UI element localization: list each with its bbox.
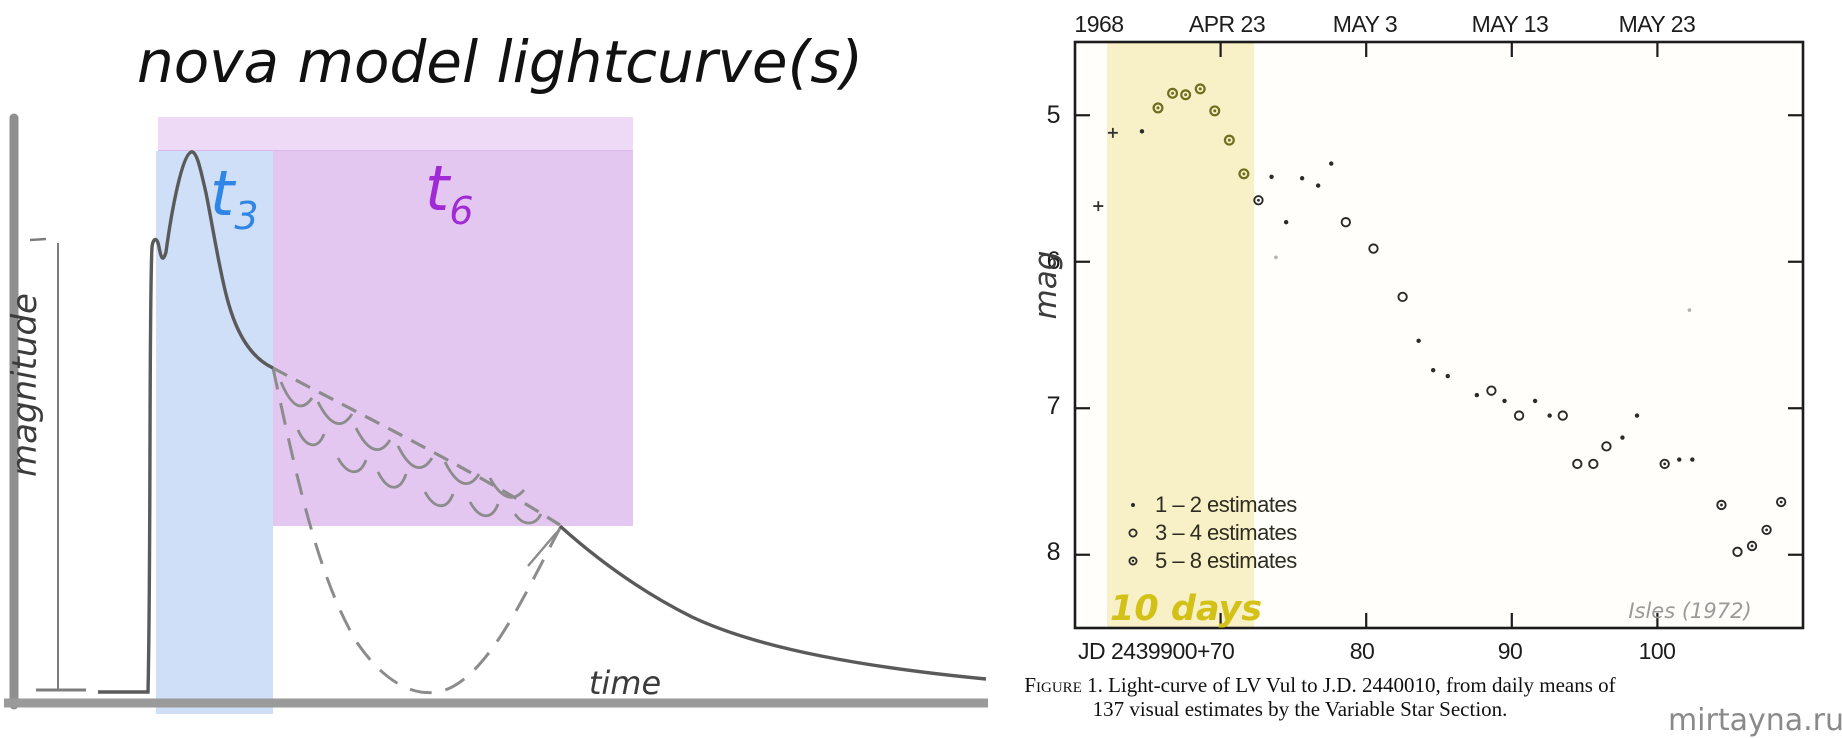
dashed-smooth-decline xyxy=(272,366,561,527)
lightcurve-solid xyxy=(98,150,274,694)
dashed-rejoin-detail xyxy=(527,531,558,567)
watermark: mirtayna.ru xyxy=(1668,703,1842,738)
attribution: Isles (1972) xyxy=(1628,599,1751,623)
range-marker-top-tick xyxy=(29,237,47,242)
plot-frame xyxy=(1073,40,1805,630)
svg-text:5 – 8 estimates: 5 – 8 estimates xyxy=(1155,548,1297,573)
legend-circled-dot-symbol xyxy=(1128,556,1138,566)
ten-days-label: 10 days xyxy=(1110,589,1262,629)
mag-axis-label: mag xyxy=(1028,251,1064,320)
svg-text:137 visual estimates by the Va: 137 visual estimates by the Variable Sta… xyxy=(1093,697,1508,721)
svg-text:MAY 13: MAY 13 xyxy=(1472,11,1549,37)
svg-text:7: 7 xyxy=(1047,392,1060,420)
svg-text:1 – 2 estimates: 1 – 2 estimates xyxy=(1155,492,1297,517)
legend-dot-symbol xyxy=(1131,503,1135,507)
axis-ticks xyxy=(1075,42,1803,628)
t6-label: t6 xyxy=(425,152,474,233)
t3-subscript: 3 xyxy=(234,194,258,238)
bottom-axis-labels: JD 2439900+ 70 80 90 100 xyxy=(1078,638,1676,664)
legend-circle-symbol xyxy=(1128,528,1138,538)
svg-text:6: 6 xyxy=(1047,247,1060,275)
svg-text:90: 90 xyxy=(1498,638,1523,664)
svg-text:70: 70 xyxy=(1210,638,1235,664)
t6-region xyxy=(273,151,633,526)
svg-text:8: 8 xyxy=(1047,538,1060,566)
scatter-points xyxy=(1093,83,1787,557)
panel-title: nova model lightcurve(s) xyxy=(137,28,863,96)
top-axis-labels: 1968 APR 23 MAY 3 MAY 13 MAY 23 xyxy=(1074,11,1695,37)
y-axis-tick-labels: 5 6 7 8 xyxy=(1047,101,1061,566)
svg-text:Figure 1. Light-curve of LV V: Figure 1. Light-curve of LV Vul to J.D. … xyxy=(1024,673,1615,697)
t6-top-band xyxy=(158,117,633,151)
lightcurve-solid-tail xyxy=(558,524,987,681)
x-axis-label: time xyxy=(589,664,661,702)
svg-text:3 – 4 estimates: 3 – 4 estimates xyxy=(1155,520,1297,545)
t3-label: t3 xyxy=(210,157,259,238)
figure-caption: Figure 1. Light-curve of LV Vul to J.D. … xyxy=(1024,673,1615,721)
dashed-oscillations xyxy=(279,381,543,525)
svg-text:MAY 3: MAY 3 xyxy=(1333,11,1397,37)
svg-text:APR 23: APR 23 xyxy=(1189,11,1265,37)
svg-text:80: 80 xyxy=(1350,638,1375,664)
svg-text:100: 100 xyxy=(1639,638,1676,664)
dashed-dust-dip xyxy=(271,367,562,695)
svg-text:JD 2439900+: JD 2439900+ xyxy=(1078,638,1210,664)
estimates-legend: 1 – 2 estimates 3 – 4 estimates 5 – 8 es… xyxy=(1128,492,1298,573)
nova-schematic-panel: nova model lightcurve(s) magnitude time … xyxy=(4,28,988,714)
t6-subscript: 6 xyxy=(449,189,473,233)
svg-text:MAY 23: MAY 23 xyxy=(1619,11,1696,37)
svg-text:5: 5 xyxy=(1047,101,1060,129)
y-axis-label: magnitude xyxy=(5,293,45,477)
svg-text:1968: 1968 xyxy=(1074,11,1123,37)
